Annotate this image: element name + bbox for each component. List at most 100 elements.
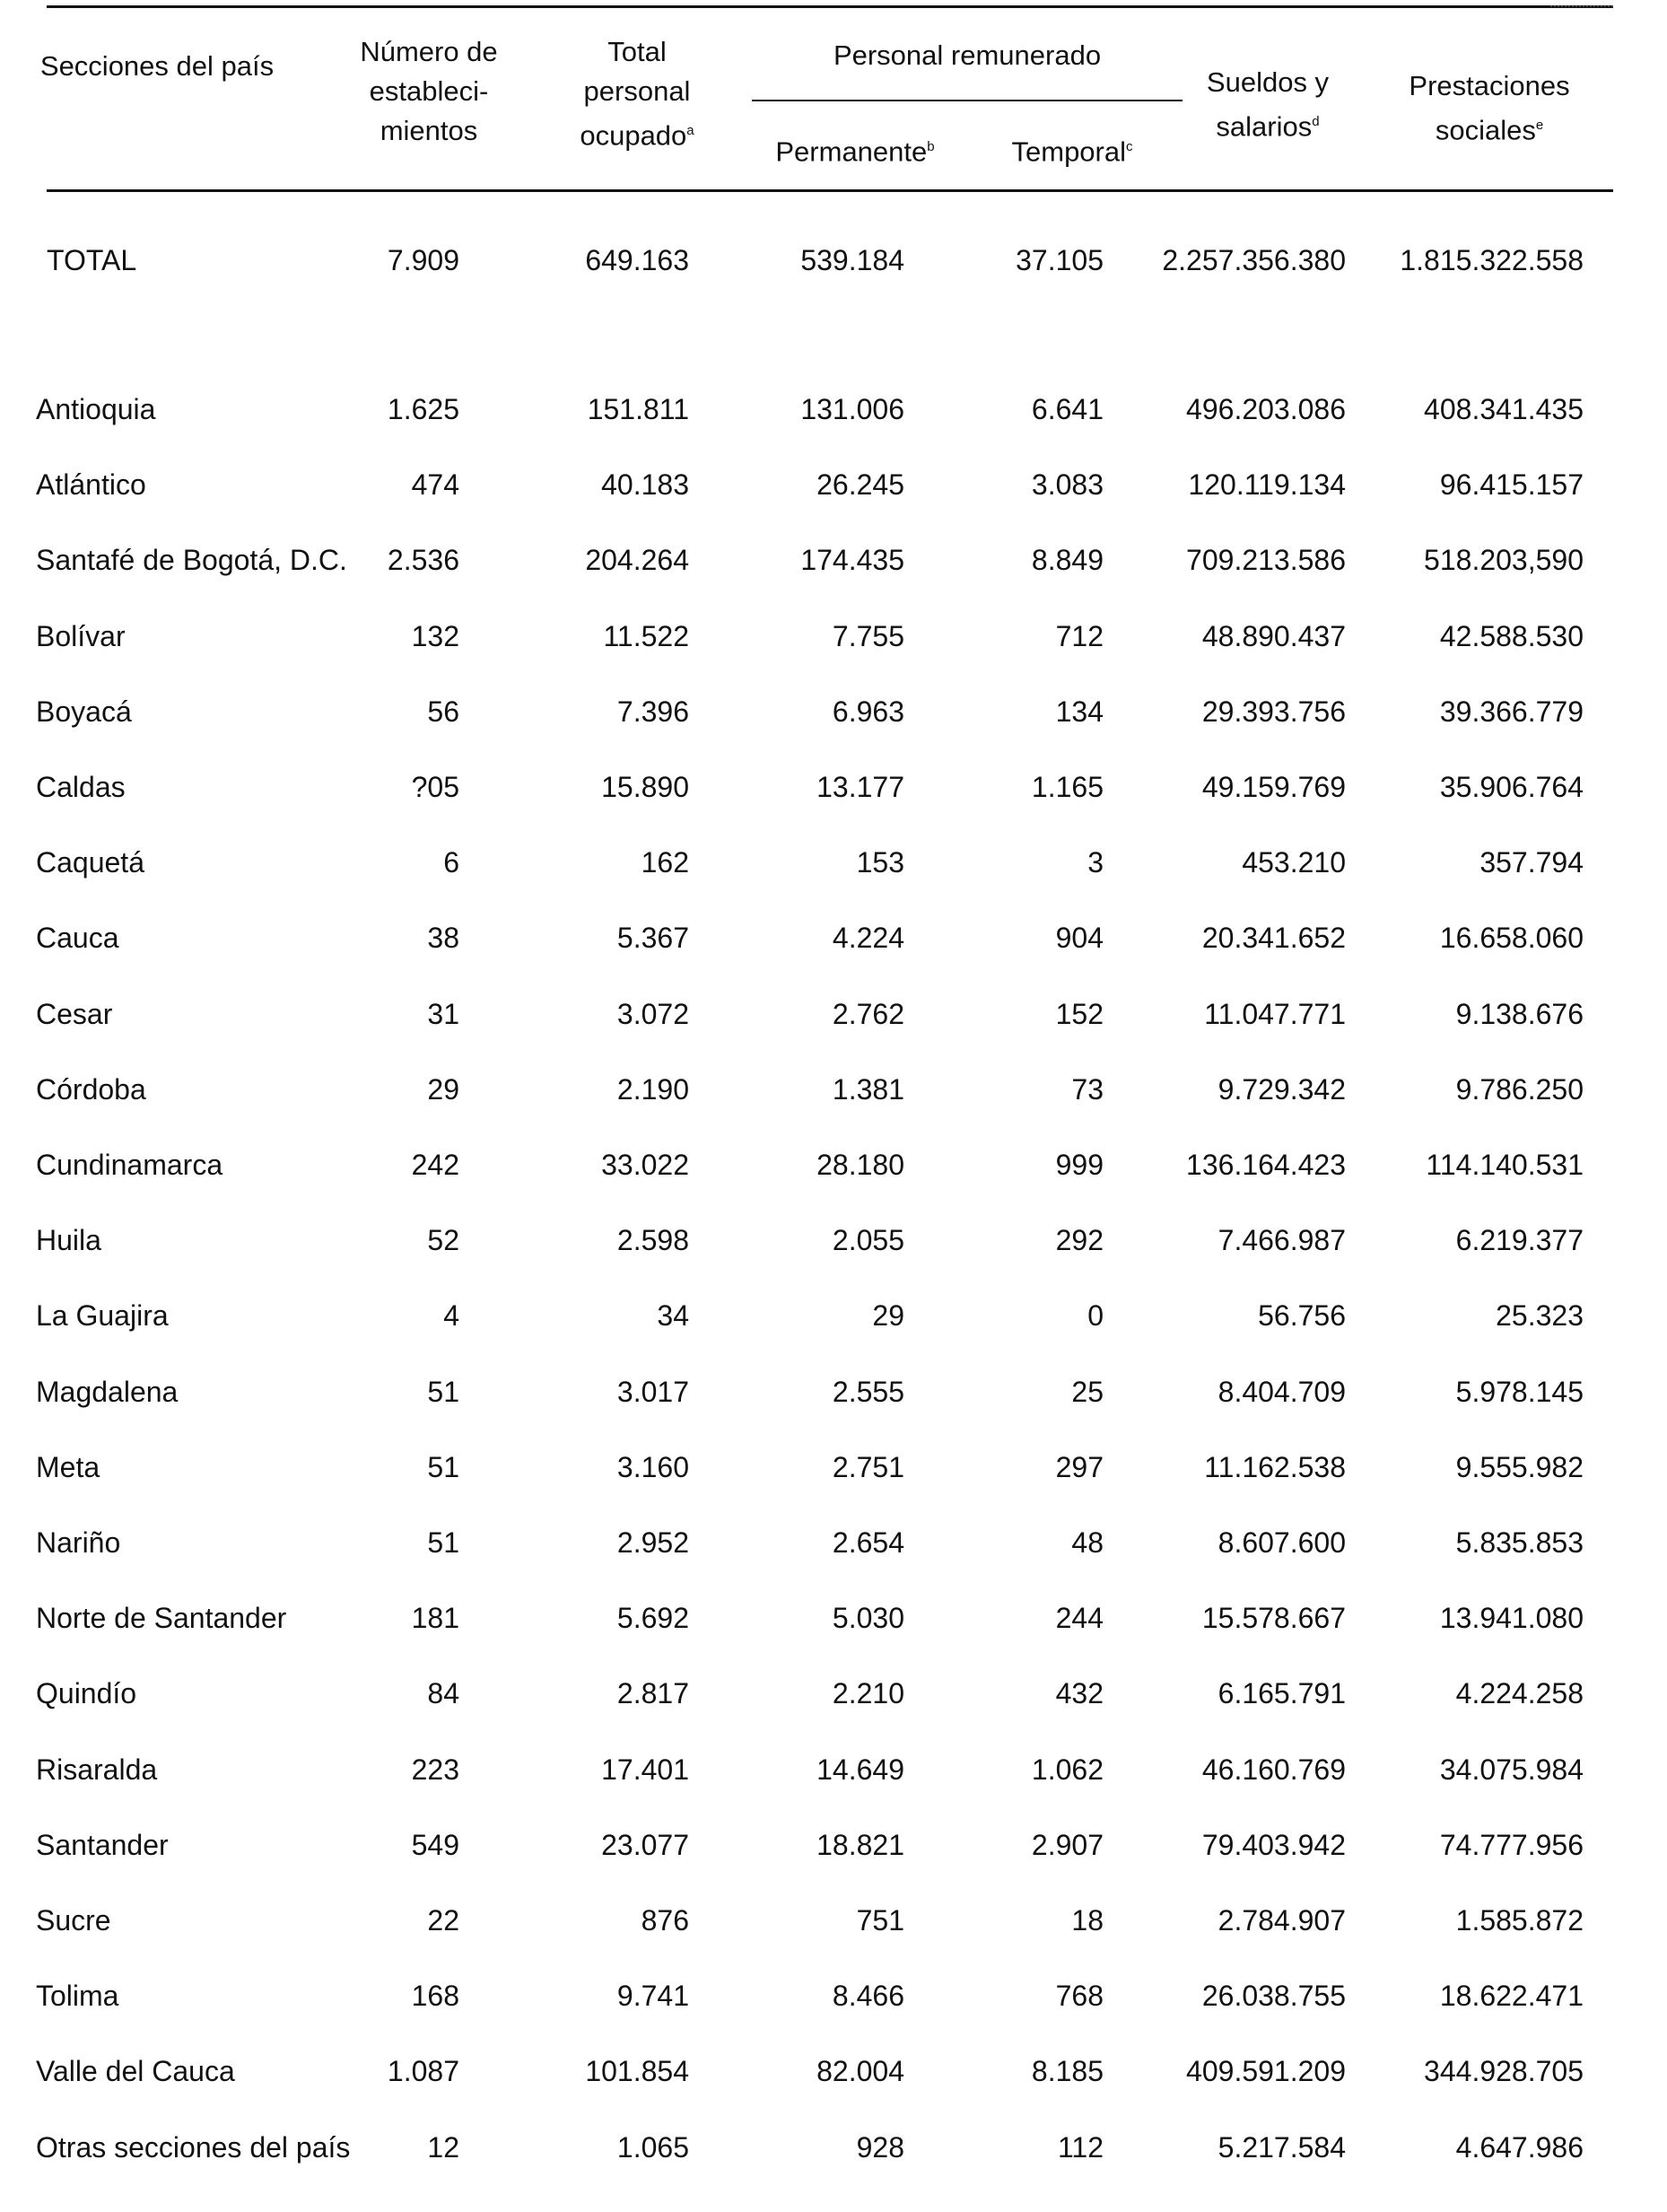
row-sueldos: 11.162.538 bbox=[1204, 1450, 1346, 1483]
row-name: Cesar bbox=[36, 997, 113, 1030]
row-name: Bolívar bbox=[36, 619, 126, 652]
row-temporal: 1.165 bbox=[1031, 771, 1104, 803]
header-prestaciones: Prestaciones socialese bbox=[1386, 66, 1593, 150]
row-sueldos: 11.047.771 bbox=[1204, 997, 1346, 1030]
row-total: 5.692 bbox=[616, 1602, 689, 1635]
row-sueldos: 56.756 bbox=[1258, 1299, 1346, 1333]
table-row: Atlántico 474 40.183 26.245 3.083 120.119.134… bbox=[0, 468, 1667, 519]
table-row: Norte de Santander 181 5.692 5.030 244 15.578… bbox=[0, 1602, 1667, 1652]
row-prestaciones: 96.415.157 bbox=[1439, 468, 1584, 502]
row-temporal: 292 bbox=[1055, 1224, 1104, 1257]
table-row: Tolima 168 9.741 8.466 768 26.038.755 18.622.4… bbox=[0, 1980, 1667, 2030]
table-row: Santander 549 23.077 18.821 2.907 79.403.942 7… bbox=[0, 1829, 1667, 1879]
row-name: Quindío bbox=[36, 1677, 137, 1710]
row-temporal: 152 bbox=[1055, 997, 1104, 1030]
row-temporal: 3.083 bbox=[1031, 468, 1104, 502]
header-total-text: Total personal ocupado bbox=[580, 36, 691, 152]
row-permanente: 2.055 bbox=[832, 1224, 904, 1257]
row-temporal: 25 bbox=[1071, 1375, 1104, 1408]
row-temporal: 432 bbox=[1055, 1677, 1104, 1710]
row-temporal: 18 bbox=[1071, 1904, 1104, 1937]
row-prestaciones: 357.794 bbox=[1479, 846, 1584, 879]
row-total: 1.065 bbox=[616, 2130, 689, 2164]
row-temporal: 8.185 bbox=[1031, 2055, 1104, 2088]
row-permanente: 1.381 bbox=[832, 1072, 904, 1106]
table-row: Risaralda 223 17.401 14.649 1.062 46.160.769 3… bbox=[0, 1753, 1667, 1804]
row-sueldos: 496.203.086 bbox=[1186, 393, 1346, 425]
row-numero: 51 bbox=[427, 1375, 459, 1408]
row-permanente: 7.755 bbox=[832, 619, 904, 652]
row-numero: 2.536 bbox=[387, 544, 459, 577]
header-secciones: Secciones del país bbox=[36, 47, 278, 86]
row-temporal: 112 bbox=[1057, 2130, 1104, 2164]
row-name: Santander bbox=[36, 1828, 169, 1861]
row-permanente: 174.435 bbox=[800, 544, 904, 577]
row-name: Valle del Cauca bbox=[36, 2055, 235, 2088]
row-numero: 242 bbox=[411, 1149, 459, 1181]
table-row: Huila 52 2.598 2.055 292 7.466.987 6.219.377 bbox=[0, 1224, 1667, 1274]
top-rule bbox=[47, 5, 1613, 8]
row-prestaciones: 16.658.060 bbox=[1439, 922, 1584, 955]
table-row: Cesar 31 3.072 2.762 152 11.047.771 9.138.676 bbox=[0, 998, 1667, 1048]
row-sueldos: 48.890.437 bbox=[1201, 619, 1346, 652]
row-prestaciones: 518.203,590 bbox=[1424, 544, 1584, 577]
row-temporal: 904 bbox=[1055, 922, 1104, 955]
row-temporal: 297 bbox=[1055, 1450, 1104, 1483]
header-temporal-text: Temporal bbox=[1011, 136, 1127, 168]
table-row: Sucre 22 876 751 18 2.784.907 1.585.872 bbox=[0, 1904, 1667, 1954]
total-row: TOTAL 7.909 649.163 539.184 37.105 2.257… bbox=[0, 244, 1667, 294]
row-total: 3.017 bbox=[616, 1375, 689, 1408]
row-prestaciones: 13.941.080 bbox=[1439, 1602, 1584, 1635]
row-total: 2.952 bbox=[616, 1526, 689, 1559]
row-total: 7.396 bbox=[616, 695, 689, 728]
row-sueldos: 7.466.987 bbox=[1218, 1224, 1346, 1257]
total-personal: 649.163 bbox=[585, 244, 689, 276]
row-temporal: 1.062 bbox=[1031, 1753, 1104, 1786]
row-numero: 51 bbox=[427, 1526, 459, 1559]
row-numero: 474 bbox=[411, 468, 459, 502]
row-sueldos: 8.404.709 bbox=[1218, 1375, 1346, 1408]
row-temporal: 768 bbox=[1055, 1980, 1104, 2013]
row-total: 17.401 bbox=[601, 1753, 689, 1786]
table-row: Caquetá 6 162 153 3 453.210 357.794 bbox=[0, 846, 1667, 896]
row-sueldos: 15.578.667 bbox=[1201, 1602, 1346, 1635]
header-numero: Número de estableci- mientos bbox=[348, 32, 510, 151]
header-temporal-sup: c bbox=[1126, 139, 1133, 154]
row-permanente: 2.210 bbox=[832, 1677, 904, 1710]
row-prestaciones: 5.978.145 bbox=[1455, 1375, 1584, 1408]
row-numero: 181 bbox=[411, 1602, 459, 1635]
row-name: Tolima bbox=[36, 1980, 119, 2013]
row-prestaciones: 34.075.984 bbox=[1439, 1753, 1584, 1786]
row-permanente: 153 bbox=[856, 846, 904, 879]
row-temporal: 6.641 bbox=[1031, 393, 1104, 425]
row-sueldos: 49.159.769 bbox=[1201, 771, 1346, 803]
header-secciones-text: Secciones del país bbox=[39, 50, 275, 82]
header-bottom-rule bbox=[47, 189, 1613, 192]
header-prestaciones-sup: e bbox=[1535, 118, 1544, 133]
row-name: Caldas bbox=[36, 771, 126, 803]
table-row: Caldas ?05 15.890 13.177 1.165 49.159.769 35.9… bbox=[0, 771, 1667, 821]
total-numero: 7.909 bbox=[387, 244, 459, 276]
table-row: La Guajira 4 34 29 0 56.756 25.323 bbox=[0, 1299, 1667, 1350]
row-numero: 84 bbox=[427, 1677, 459, 1710]
row-numero: 6 bbox=[443, 846, 459, 879]
row-numero: 52 bbox=[427, 1224, 459, 1257]
row-prestaciones: 344.928.705 bbox=[1424, 2055, 1584, 2088]
header-permanente-sup: b bbox=[927, 139, 935, 154]
row-numero: 56 bbox=[427, 695, 459, 728]
row-sueldos: 20.341.652 bbox=[1201, 922, 1346, 955]
header-permanente-text: Permanente bbox=[775, 136, 928, 168]
table-row: Cauca 38 5.367 4.224 904 20.341.652 16.658.060 bbox=[0, 922, 1667, 972]
row-sueldos: 136.164.423 bbox=[1186, 1149, 1346, 1181]
corner-mark bbox=[1550, 0, 1613, 7]
row-total: 33.022 bbox=[601, 1149, 689, 1181]
row-total: 876 bbox=[641, 1904, 689, 1937]
row-numero: 29 bbox=[427, 1072, 459, 1106]
total-sueldos: 2.257.356.380 bbox=[1162, 244, 1346, 276]
row-temporal: 48 bbox=[1071, 1526, 1104, 1559]
row-numero: 12 bbox=[427, 2130, 459, 2164]
header-numero-text: Número de estableci- mientos bbox=[360, 36, 498, 146]
row-prestaciones: 9.786.250 bbox=[1455, 1072, 1584, 1106]
row-numero: 549 bbox=[411, 1828, 459, 1861]
